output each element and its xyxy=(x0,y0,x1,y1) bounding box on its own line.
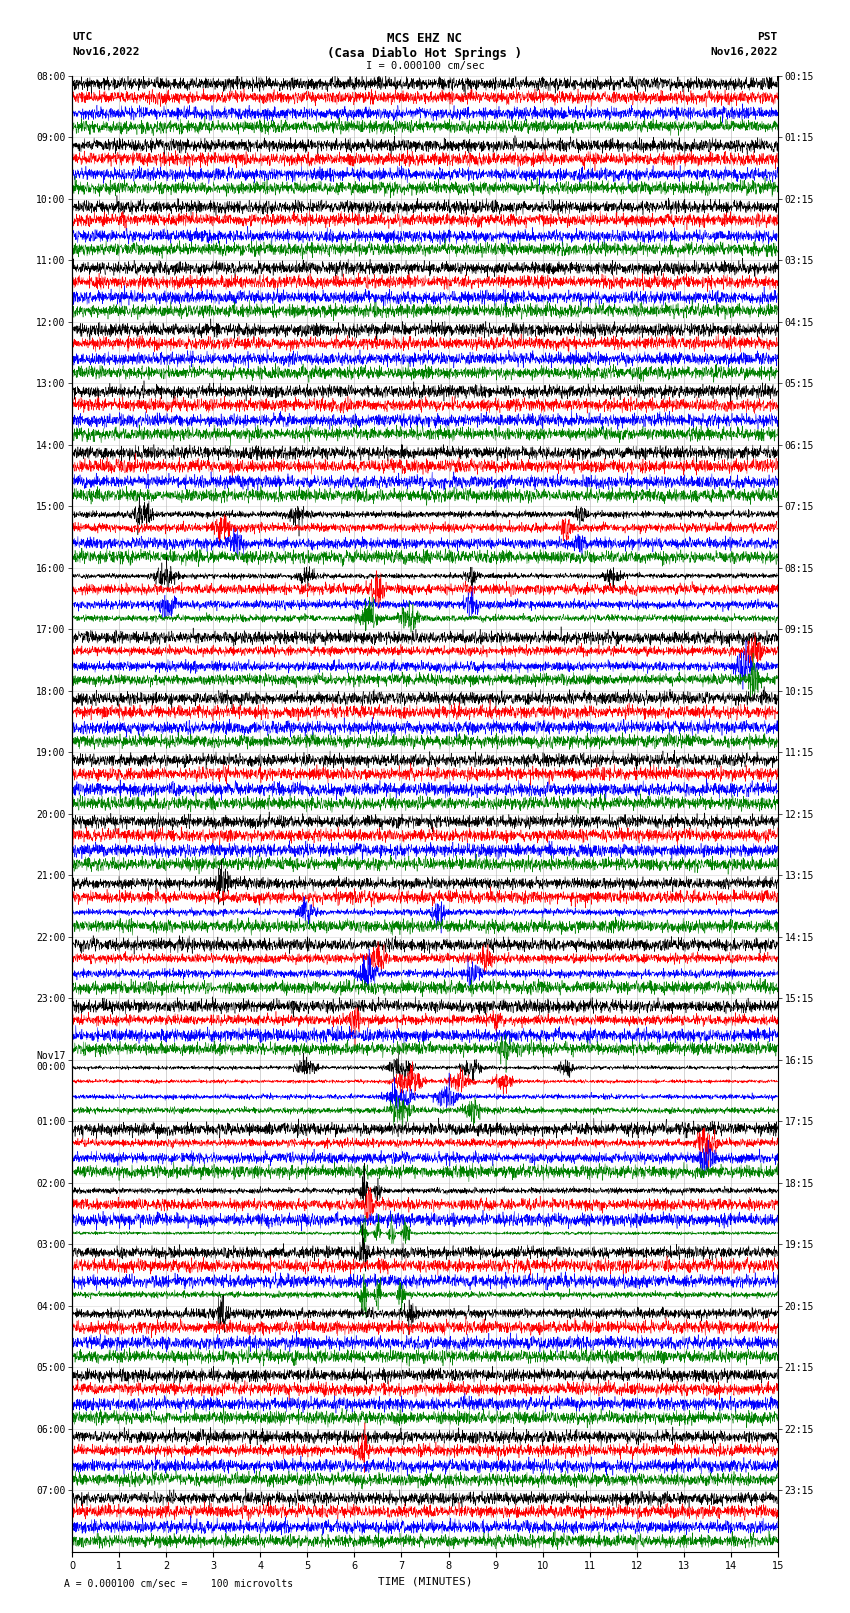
Text: (Casa Diablo Hot Springs ): (Casa Diablo Hot Springs ) xyxy=(327,47,523,60)
Text: PST: PST xyxy=(757,32,778,42)
Text: A = 0.000100 cm/sec =    100 microvolts: A = 0.000100 cm/sec = 100 microvolts xyxy=(64,1579,293,1589)
X-axis label: TIME (MINUTES): TIME (MINUTES) xyxy=(377,1578,473,1587)
Text: UTC: UTC xyxy=(72,32,93,42)
Text: MCS EHZ NC: MCS EHZ NC xyxy=(388,32,462,45)
Text: Nov16,2022: Nov16,2022 xyxy=(711,47,778,56)
Text: I = 0.000100 cm/sec: I = 0.000100 cm/sec xyxy=(366,61,484,71)
Text: Nov16,2022: Nov16,2022 xyxy=(72,47,139,56)
